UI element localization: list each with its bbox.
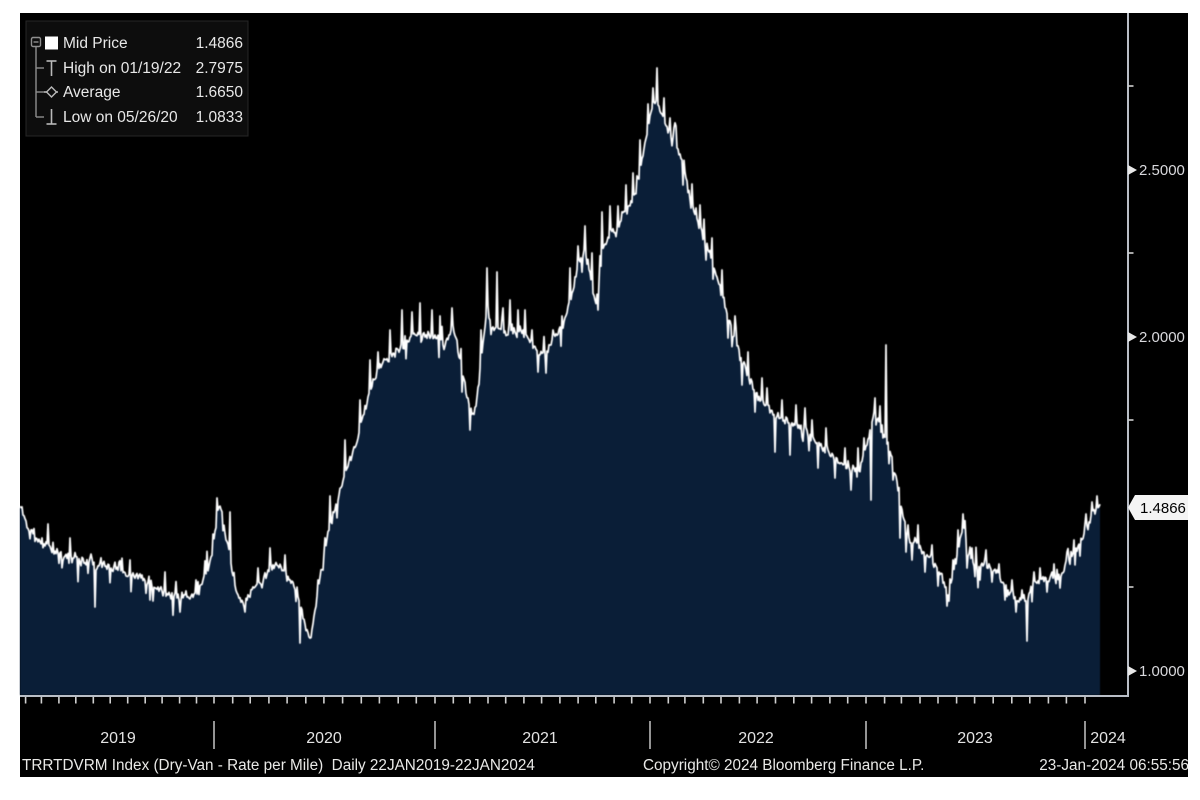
svg-text:TRRTDVRM Index (Dry-Van - Rate: TRRTDVRM Index (Dry-Van - Rate per Mile)… (22, 757, 535, 774)
svg-text:Average: Average (63, 84, 120, 101)
svg-text:Low on 05/26/20: Low on 05/26/20 (63, 109, 178, 126)
svg-text:2023: 2023 (957, 730, 993, 747)
svg-text:Mid Price: Mid Price (63, 35, 128, 52)
svg-text:2022: 2022 (738, 730, 774, 747)
svg-text:2.0000: 2.0000 (1139, 329, 1185, 346)
svg-text:2021: 2021 (522, 730, 558, 747)
svg-text:High on 01/19/22: High on 01/19/22 (63, 60, 181, 77)
svg-text:1.4866: 1.4866 (196, 35, 243, 52)
svg-text:2.7975: 2.7975 (196, 60, 243, 77)
svg-text:Copyright© 2024 Bloomberg Fina: Copyright© 2024 Bloomberg Finance L.P. (643, 757, 924, 774)
svg-text:1.0833: 1.0833 (196, 109, 243, 126)
svg-text:1.6650: 1.6650 (196, 84, 244, 101)
svg-text:1.4866: 1.4866 (1140, 500, 1186, 517)
svg-text:2019: 2019 (100, 730, 136, 747)
svg-text:1.0000: 1.0000 (1139, 663, 1185, 680)
svg-text:2020: 2020 (306, 730, 342, 747)
svg-text:2.5000: 2.5000 (1139, 162, 1185, 179)
svg-text:2024: 2024 (1090, 730, 1126, 747)
svg-text:23-Jan-2024 06:55:56: 23-Jan-2024 06:55:56 (1039, 757, 1189, 774)
